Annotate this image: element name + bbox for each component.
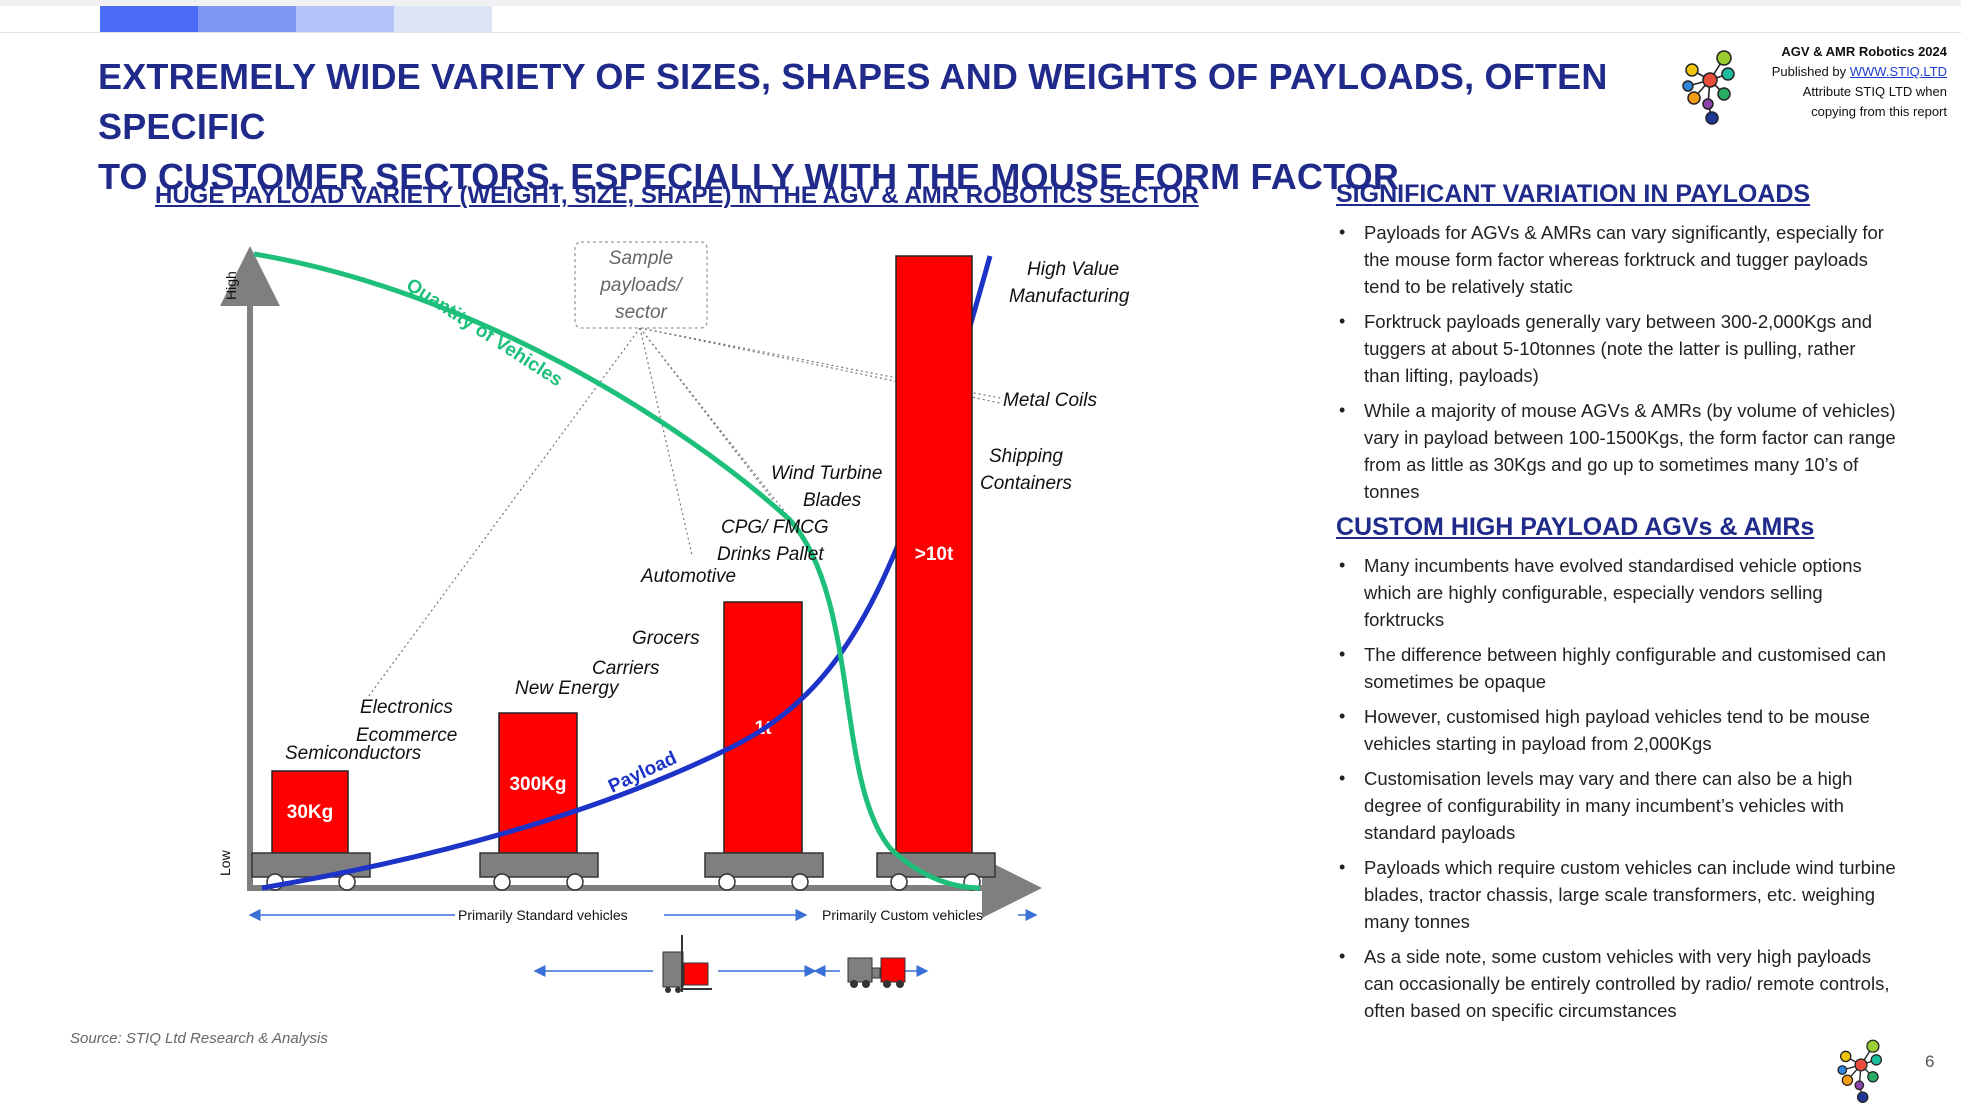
sector-hvm-line-1: High Value <box>1027 259 1119 280</box>
section-progress-bar <box>100 6 492 32</box>
stiq-footer-logo-icon <box>1837 1039 1883 1103</box>
vehicle-base-1t <box>704 852 824 878</box>
sector-semiconductors: Semiconductors <box>285 743 422 764</box>
publisher-block: AGV & AMR Robotics 2024 Published by WWW… <box>1707 42 1947 122</box>
top-band <box>0 0 1961 6</box>
wheel-icon <box>338 873 356 891</box>
forktruck-icon <box>662 935 712 993</box>
stiq-logo-icon <box>1682 50 1735 125</box>
publisher-title: AGV & AMR Robotics 2024 <box>1781 44 1947 59</box>
payload-variation-bullets: Payloads for AGVs & AMRs can vary signif… <box>1336 219 1896 505</box>
vehicle-1t: 1t <box>704 601 824 891</box>
bullet-item: However, customised high payload vehicle… <box>1336 703 1896 757</box>
wheel-icon <box>566 873 584 891</box>
publisher-line: Published by WWW.STIQ.LTD <box>1707 62 1947 82</box>
payload-bar-label-300kg: 300Kg <box>509 774 566 795</box>
sector-electronics: Electronics <box>360 697 453 718</box>
payload-bar-label-30kg: 30Kg <box>287 802 333 823</box>
attribution-line-2: copying from this report <box>1811 104 1947 119</box>
sector-automotive: Automotive <box>640 566 736 587</box>
bullet-item: Forktruck payloads generally vary betwee… <box>1336 308 1896 389</box>
payload-curve-label: Payload <box>605 748 680 798</box>
sector-ecommerce: Ecommerce <box>356 725 457 746</box>
bullet-item: Customisation levels may vary and there … <box>1336 765 1896 846</box>
progress-segment-2 <box>198 6 296 32</box>
wheel-icon <box>890 873 908 891</box>
sector-shipping-line-1: Shipping <box>989 446 1063 467</box>
axis-low-label: Low <box>217 849 233 876</box>
custom-high-payload-bullets: Many incumbents have evolved standardise… <box>1336 552 1896 1024</box>
callout-line-2: payloads/ <box>599 275 683 296</box>
slide-title: EXTREMELY WIDE VARIETY OF SIZES, SHAPES … <box>98 52 1658 202</box>
sample-payloads-callout <box>574 241 708 329</box>
vehicle-base-300kg <box>479 852 599 878</box>
bullet-item: The difference between highly configurab… <box>1336 641 1896 695</box>
right-column: SIGNIFICANT VARIATION IN PAYLOADS Payloa… <box>1336 180 1896 1032</box>
sector-cpg-line-1: CPG/ FMCG <box>721 517 829 538</box>
progress-segment-3 <box>296 6 394 32</box>
bullet-item: Many incumbents have evolved standardise… <box>1336 552 1896 633</box>
bullet-item: Payloads for AGVs & AMRs can vary signif… <box>1336 219 1896 300</box>
sector-hvm-line-2: Manufacturing <box>1009 286 1130 307</box>
sector-wind-line-1: Wind Turbine <box>771 463 882 484</box>
progress-segment-4 <box>394 6 492 32</box>
custom-range-label: Primarily Custom vehicles <box>822 907 983 923</box>
callout-line-3: sector <box>615 302 667 323</box>
sector-new-energy: New Energy <box>515 678 620 699</box>
source-note: Source: STIQ Ltd Research & Analysis <box>70 1030 328 1047</box>
payload-bar-30kg <box>271 770 349 854</box>
bullet-item: As a side note, some custom vehicles wit… <box>1336 943 1896 1024</box>
slide-title-line-1: EXTREMELY WIDE VARIETY OF SIZES, SHAPES … <box>98 56 1608 147</box>
callout-line-1: Sample <box>609 248 673 269</box>
sector-metal-coils: Metal Coils <box>1003 390 1097 411</box>
vehicle-10t: >10t <box>876 255 996 891</box>
payload-bar-10t <box>895 255 973 854</box>
progress-segment-1 <box>100 6 198 32</box>
bullet-item: While a majority of mouse AGVs & AMRs (b… <box>1336 397 1896 505</box>
payload-bar-label-10t: >10t <box>915 544 954 565</box>
vehicle-base-30kg <box>251 852 371 878</box>
section-title-payload-variation: SIGNIFICANT VARIATION IN PAYLOADS <box>1336 180 1811 208</box>
sector-cpg-line-2: Drinks Pallet <box>717 544 824 565</box>
attribution-line-1: Attribute STIQ LTD when <box>1802 84 1947 99</box>
quantity-of-vehicles-curve <box>253 251 981 891</box>
tugger-icon <box>847 957 906 988</box>
wheel-icon <box>493 873 511 891</box>
vehicle-base-10t <box>876 852 996 878</box>
published-by-label: Published by <box>1771 64 1850 79</box>
standard-range-label: Primarily Standard vehicles <box>458 907 628 923</box>
bullet-item: Payloads which require custom vehicles c… <box>1336 854 1896 935</box>
vehicle-300kg: 300Kg <box>479 712 599 891</box>
sector-carriers: Carriers <box>592 658 660 679</box>
diagram-title: HUGE PAYLOAD VARIETY (WEIGHT, SIZE, SHAP… <box>155 182 1199 209</box>
axis-high-label: High <box>223 271 239 300</box>
page-number: 6 <box>1925 1052 1935 1071</box>
sector-shipping-line-2: Containers <box>980 473 1072 494</box>
wheel-icon <box>791 873 809 891</box>
quantity-of-vehicles-label: Quantity of Vehicles <box>402 275 566 392</box>
wheel-icon <box>718 873 736 891</box>
payload-curve <box>261 255 993 891</box>
slide-title-line-2: TO CUSTOMER SECTORS, ESPECIALLY WITH THE… <box>98 156 1400 197</box>
sector-wind-line-2: Blades <box>803 490 862 511</box>
vehicle-30kg: 30Kg <box>251 770 371 891</box>
section-title-custom-high-payload: CUSTOM HIGH PAYLOAD AGVs & AMRs <box>1336 513 1815 541</box>
publisher-link[interactable]: WWW.STIQ.LTD <box>1849 64 1947 79</box>
sector-grocers: Grocers <box>632 628 700 649</box>
